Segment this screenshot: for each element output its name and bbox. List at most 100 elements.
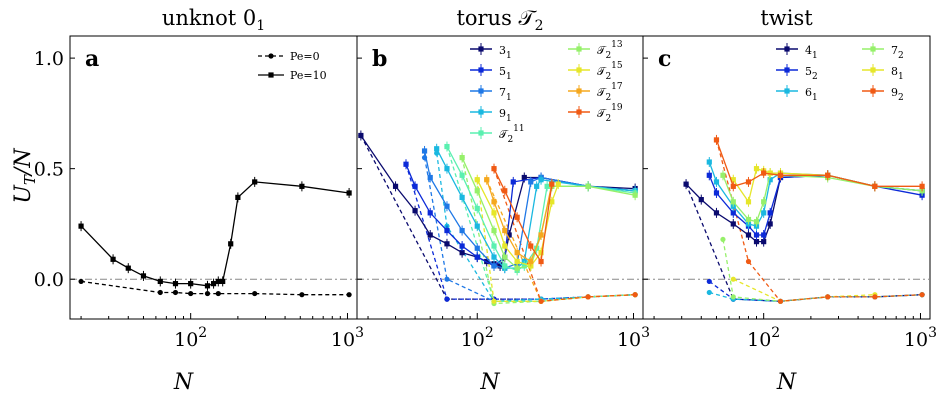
panel-frame (642, 35, 931, 320)
data-point (730, 294, 736, 300)
data-point (172, 289, 179, 296)
legend-label: 91 (499, 107, 512, 124)
legend-label: 61 (805, 86, 818, 103)
data-point (444, 296, 450, 302)
panel-letter: c (658, 46, 671, 72)
series-pe10-f05a14 (713, 134, 925, 192)
series-line (80, 181, 350, 287)
data-point (188, 290, 194, 297)
series-line (360, 135, 636, 267)
panel-letter: a (85, 46, 99, 72)
series-pe10-0a0a6e (683, 170, 925, 247)
series-Pe-10 (78, 176, 352, 291)
series-line (722, 172, 923, 223)
data-point (252, 290, 258, 297)
legend-label: Pe=10 (290, 69, 327, 82)
series-line (476, 179, 636, 302)
legend-label: 𝒯215 (597, 61, 623, 82)
legend-marker (268, 72, 274, 78)
series-pe0-0a0a6e (683, 181, 925, 304)
y-tick-label: 1.0 (34, 48, 64, 70)
legend: 41 52 61 72 81 92 (776, 43, 904, 103)
series-line (493, 168, 553, 264)
x-tick-label: 103 (617, 325, 650, 351)
svg-text:UT/N: UT/N (11, 148, 39, 204)
y-axis-label: UT/N (11, 148, 39, 204)
data-point (346, 292, 352, 298)
data-point (825, 294, 831, 300)
panel-title: torus 𝒯2 (456, 6, 543, 34)
data-point (157, 289, 163, 296)
series-pe0-0c2ad8 (403, 161, 638, 302)
series-line (486, 179, 636, 302)
legend-label: 92 (891, 86, 904, 103)
series-line (685, 183, 923, 302)
series-pe0-f05a14 (713, 137, 925, 304)
x-tick-label: 103 (331, 325, 364, 351)
y-tick-label: 0.0 (34, 269, 64, 291)
y-axis-label-sub: T (21, 174, 39, 185)
data-point (538, 298, 544, 304)
panel-title: unknot 01 (162, 6, 265, 34)
series-line (732, 167, 876, 204)
series-pe10-0c2ad8 (706, 170, 925, 240)
series-line (360, 135, 636, 300)
series-pe10-1ab8e0 (706, 157, 925, 232)
x-axis-label: N (776, 370, 797, 395)
series-pe10-e6e62a (474, 174, 561, 271)
series-Pe-0 (78, 278, 352, 298)
data-point (215, 290, 221, 297)
series-pe10-e6e62a (730, 163, 878, 207)
data-point (78, 278, 84, 285)
series-line (708, 161, 923, 227)
x-tick-label: 102 (461, 325, 494, 351)
series-line (405, 163, 636, 267)
legend-label: 51 (499, 65, 512, 82)
data-point (720, 236, 726, 243)
data-point (919, 292, 925, 298)
series-line (436, 153, 636, 302)
series-pe0-96f06a (720, 236, 925, 304)
data-point (730, 276, 736, 282)
series-line (733, 278, 875, 302)
x-axis-label: N (173, 370, 194, 395)
y-tick-label: 0.5 (34, 159, 64, 181)
legend-label: 𝒯219 (597, 103, 623, 124)
series-line (476, 179, 559, 267)
series-pe10-1f78e6 (421, 145, 638, 274)
legend-label: 𝒯217 (597, 82, 623, 103)
data-point (706, 278, 712, 285)
series-pe10-96f06a (720, 168, 925, 227)
series-line (493, 168, 636, 302)
panel-frame (356, 35, 644, 320)
data-point (444, 276, 450, 282)
data-point (706, 289, 712, 296)
legend-label: 31 (499, 44, 512, 61)
series-line (423, 150, 636, 269)
data-point (585, 294, 591, 300)
series-pe10-0a0a6e (358, 130, 638, 271)
series-line (722, 239, 923, 302)
panel-title: twist (760, 6, 813, 30)
series-pe10-96f06a (459, 152, 638, 274)
series-line (461, 157, 636, 269)
legend-label: 81 (891, 65, 904, 82)
data-point (745, 258, 752, 265)
x-tick-label: 102 (174, 325, 207, 351)
panel-letter: b (372, 46, 387, 72)
legend-label: 72 (891, 44, 904, 61)
legend-label: 41 (805, 44, 818, 61)
x-axis-label: N (479, 370, 500, 395)
legend-label: Pe=0 (290, 50, 320, 63)
series-pe10-f05a14 (491, 163, 555, 267)
data-point (777, 298, 784, 304)
series-pe0-e6e62a (474, 177, 638, 304)
data-point (491, 298, 497, 304)
y-axis-label-tail: /N (11, 148, 36, 177)
legend-label: 𝒯213 (597, 40, 623, 61)
legend-label: 52 (805, 65, 818, 82)
